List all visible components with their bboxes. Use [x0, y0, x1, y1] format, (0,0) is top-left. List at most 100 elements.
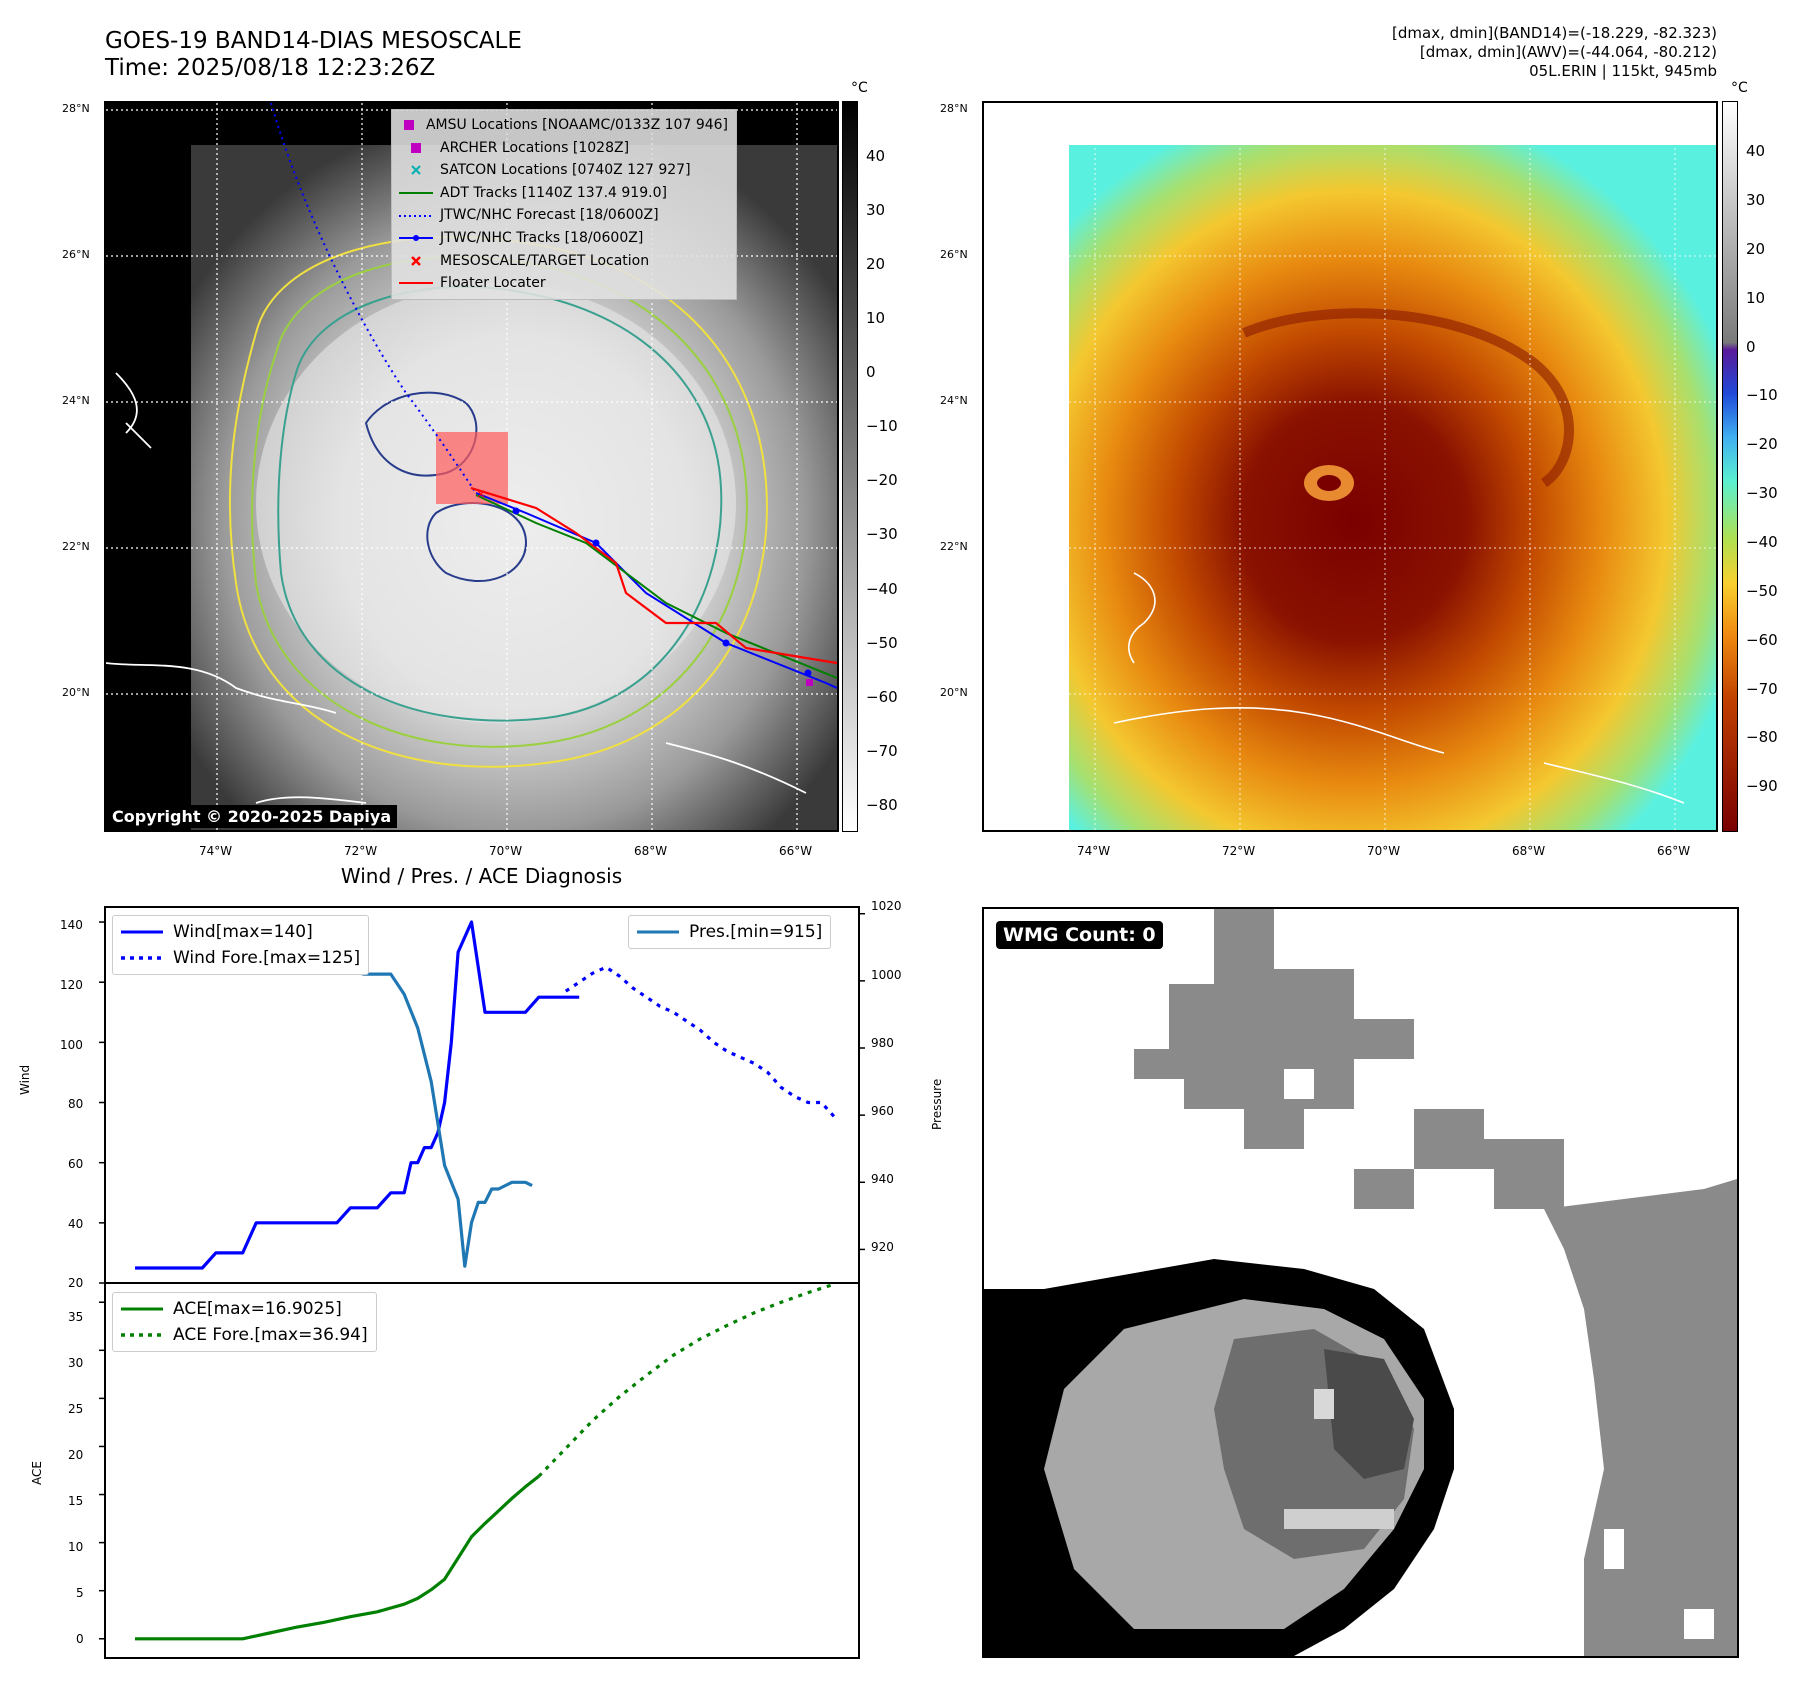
legend-item-adt: ADT Tracks [1140Z 137.4 919.0]: [398, 182, 728, 205]
legend-item-wind: Wind[max=140]: [121, 919, 360, 945]
legend-label: Wind Fore.[max=125]: [173, 948, 361, 968]
colorbar-tick: −10: [866, 417, 898, 435]
wmg-panel[interactable]: WMG Count: 0: [982, 907, 1739, 1658]
ytick-label: 10: [68, 1540, 84, 1554]
ace-max-16-9025-line: [135, 1475, 540, 1641]
legend-label: AMSU Locations [NOAAMC/0133Z 107 946]: [425, 117, 728, 133]
lon-label: 70°W: [489, 844, 523, 858]
legend-label: Wind[max=140]: [173, 922, 313, 942]
lon-label: 68°W: [634, 844, 668, 858]
lat-label: 26°N: [940, 248, 968, 261]
ytick-label: 980: [871, 1036, 894, 1050]
legend-label: ADT Tracks [1140Z 137.4 919.0]: [440, 184, 667, 201]
colorbar-tick: 10: [866, 309, 886, 327]
colorbar-tick: 40: [866, 147, 886, 165]
solid-line-icon: [121, 1307, 163, 1311]
colorbar-tick: 30: [866, 201, 886, 219]
wmg-image: [984, 909, 1737, 1656]
colorbar-tick: 0: [866, 363, 876, 381]
legend-label: JTWC/NHC Tracks [18/0600Z]: [440, 229, 644, 246]
colorbar-tick: −80: [1746, 728, 1778, 746]
colorbar-tick: −70: [1746, 680, 1778, 698]
ytick-label: 0: [76, 1632, 84, 1646]
legend-label: Pres.[min=915]: [689, 922, 823, 942]
colorbar-tick: 30: [1746, 191, 1766, 209]
colorbar-tick: −40: [866, 580, 898, 598]
x-marker-icon: [398, 165, 434, 176]
solid-line-icon: [121, 930, 163, 934]
diagnosis-title: Wind / Pres. / ACE Diagnosis: [340, 864, 623, 888]
legend-label: ACE[max=16.9025]: [173, 1299, 342, 1319]
lon-label: 72°W: [344, 844, 378, 858]
lat-label: 20°N: [62, 686, 90, 699]
colorbar-tick: 10: [1746, 289, 1766, 307]
info-line3: 05L.ERIN | 115kt, 945mb: [1529, 62, 1717, 80]
colorbar-unit: °C: [851, 80, 868, 96]
info-line1: [dmax, dmin](BAND14)=(-18.229, -82.323): [1392, 24, 1717, 42]
wind-fore-max-125-line: [564, 965, 837, 1119]
square-icon: [398, 142, 434, 153]
x-marker-icon: [398, 255, 434, 266]
info-line2: [dmax, dmin](AWV)=(-44.064, -80.212): [1419, 43, 1717, 61]
awv-colorbar: [1722, 101, 1738, 832]
ytick-label: 140: [60, 918, 83, 932]
legend-item-forecast: JTWC/NHC Forecast [18/0600Z]: [398, 204, 728, 227]
legend-label: Floater Locater: [440, 275, 546, 292]
colorbar-tick: −80: [866, 796, 898, 814]
ytick-label: 1020: [871, 899, 902, 913]
ytick-label: 120: [60, 978, 83, 992]
legend-item-floater: Floater Locater: [398, 272, 728, 295]
legend-item-amsu: AMSU Locations [NOAAMC/0133Z 107 946]: [398, 114, 728, 137]
ytick-label: 940: [871, 1172, 894, 1186]
colorbar-tick: −20: [866, 471, 898, 489]
axis-ticks-layer: [99, 912, 865, 1640]
title-line1: GOES-19 BAND14-DIAS MESOSCALE: [105, 28, 522, 54]
ytick-label: 20: [68, 1448, 84, 1462]
colorbar-tick: 20: [1746, 240, 1766, 258]
legend-item-target: MESOSCALE/TARGET Location: [398, 250, 728, 273]
wind-max-140-line: [135, 920, 580, 1270]
lon-label: 72°W: [1222, 844, 1256, 858]
ytick-label: 920: [871, 1240, 894, 1254]
ytick-label: 20: [68, 1276, 84, 1290]
ytick-label: 25: [68, 1402, 84, 1416]
legend-item-ace-fore: ACE Fore.[max=36.94]: [121, 1322, 368, 1348]
storm-info: [dmax, dmin](BAND14)=(-18.229, -82.323) …: [1392, 24, 1717, 81]
ace-axes-frame: [104, 1282, 860, 1659]
band14-map[interactable]: × AMSU Locations [NOAAMC/0133Z 107 946] …: [104, 101, 839, 832]
legend-item-archer: ARCHER Locations [1028Z]: [398, 137, 728, 160]
ytick-label: 40: [68, 1217, 84, 1231]
lat-label: 28°N: [940, 102, 968, 115]
awv-map[interactable]: [982, 101, 1718, 832]
pressure-legend: Pres.[min=915]: [628, 915, 832, 949]
colorbar-unit: °C: [1731, 80, 1748, 96]
colorbar-tick: 0: [1746, 338, 1756, 356]
lat-label: 22°N: [940, 540, 968, 553]
lat-label: 22°N: [62, 540, 90, 553]
dotted-line-icon: [121, 956, 163, 960]
lon-label: 68°W: [1512, 844, 1546, 858]
awv-image: [984, 103, 1716, 830]
solid-line-icon: [637, 930, 679, 934]
pres-min-915-line: [135, 928, 533, 1268]
line-dot-icon: [398, 234, 434, 242]
ytick-label: 100: [60, 1038, 83, 1052]
ytick-label: 80: [68, 1097, 84, 1111]
lon-label: 74°W: [199, 844, 233, 858]
svg-text:×: ×: [476, 487, 486, 501]
colorbar-tick: −40: [1746, 533, 1778, 551]
copyright-badge: Copyright © 2020-2025 Dapiya: [106, 805, 398, 828]
colorbar-tick: −30: [1746, 484, 1778, 502]
legend-label: ACE Fore.[max=36.94]: [173, 1325, 368, 1345]
ytick-label: 5: [76, 1586, 84, 1600]
wind-legend: Wind[max=140] Wind Fore.[max=125]: [112, 915, 370, 975]
lon-label: 74°W: [1077, 844, 1111, 858]
colorbar-tick: −60: [866, 688, 898, 706]
lon-label: 70°W: [1367, 844, 1401, 858]
ytick-label: 960: [871, 1104, 894, 1118]
colorbar-tick: −50: [1746, 582, 1778, 600]
colorbar-tick: −10: [1746, 386, 1778, 404]
colorbar-tick: 40: [1746, 142, 1766, 160]
colorbar-tick: 20: [866, 255, 886, 273]
wind-ylabel: Wind: [18, 1064, 32, 1095]
